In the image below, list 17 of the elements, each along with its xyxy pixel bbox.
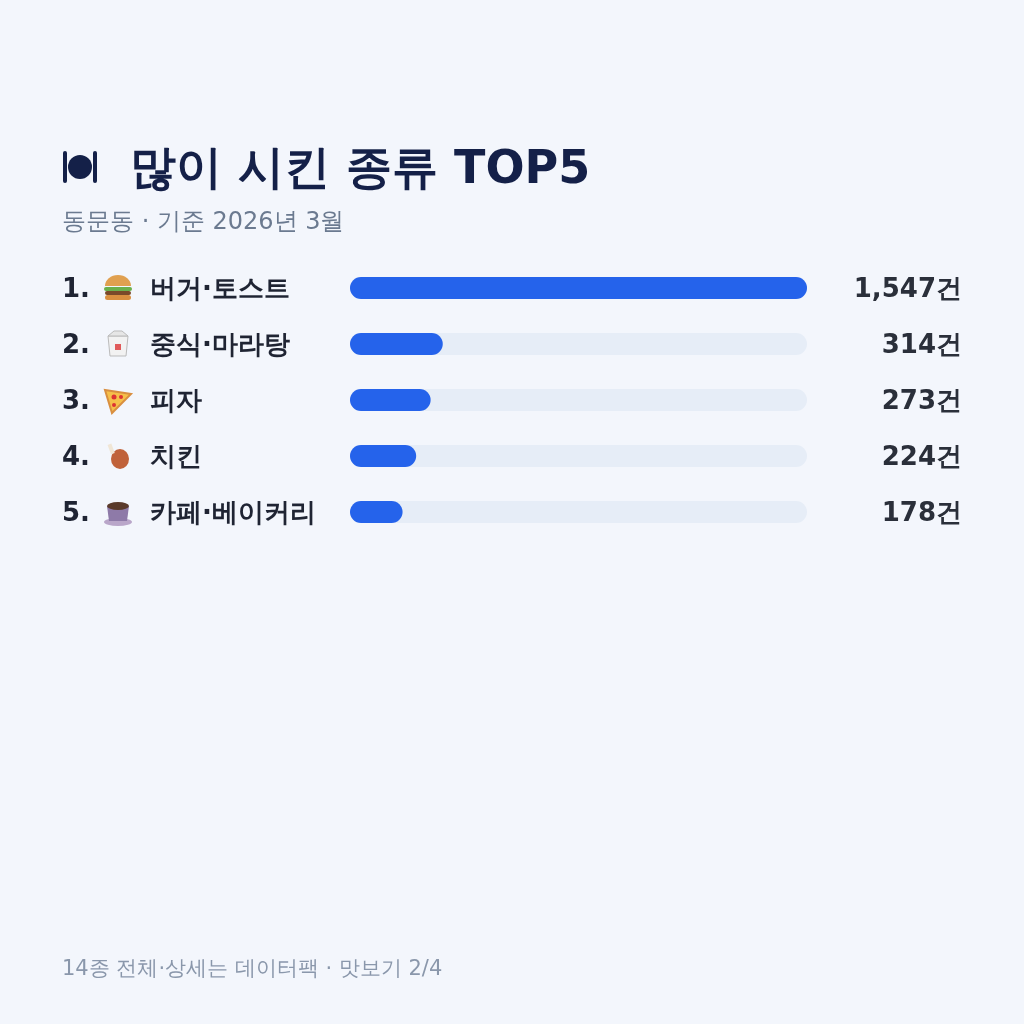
chart-subtitle: 동문동 · 기준 2026년 3월: [62, 207, 345, 235]
category-label: 5. 카페·베이커리: [62, 497, 316, 527]
data-label: 224건: [881, 441, 962, 471]
bar: [350, 445, 417, 467]
category-label: 2. 중식·마라탕: [62, 329, 290, 359]
category-label: 1. 버거·토스트: [62, 273, 290, 303]
bar: [350, 333, 443, 355]
category-label: 3. 피자: [62, 385, 202, 415]
text: 14종 전체·상세는 데이터팩 · 맛보기 2/4: [62, 956, 443, 980]
chart-title: 많이 시킨 종류 TOP5: [130, 140, 591, 194]
category-label: 4. 치킨: [62, 441, 202, 471]
data-label: 273건: [881, 385, 962, 415]
bar: [350, 501, 403, 523]
bar: [350, 389, 431, 411]
data-label: 178건: [881, 497, 962, 527]
data-label: 314건: [881, 329, 962, 359]
data-label: 1,547건: [853, 273, 962, 303]
